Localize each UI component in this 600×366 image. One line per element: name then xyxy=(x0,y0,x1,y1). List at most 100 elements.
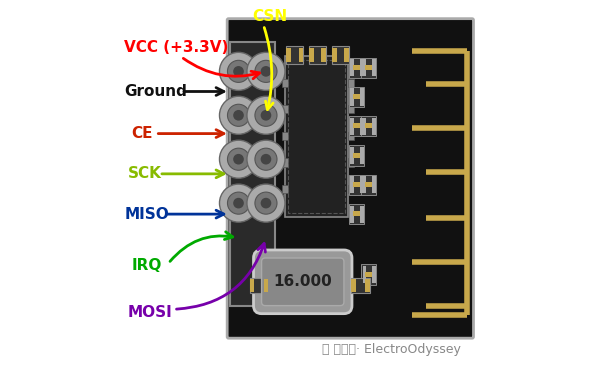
Bar xyxy=(353,94,360,99)
Bar xyxy=(349,185,354,193)
Bar xyxy=(349,87,364,107)
Circle shape xyxy=(233,198,244,209)
Circle shape xyxy=(260,154,271,165)
Bar xyxy=(365,65,373,70)
Circle shape xyxy=(233,154,244,165)
Circle shape xyxy=(255,104,277,126)
Bar xyxy=(350,176,354,193)
Bar xyxy=(321,48,326,62)
Circle shape xyxy=(227,104,250,126)
Bar xyxy=(362,59,366,76)
Bar xyxy=(230,42,275,306)
Bar xyxy=(349,79,354,87)
Bar xyxy=(365,182,373,187)
Circle shape xyxy=(247,140,285,178)
Bar xyxy=(349,145,364,165)
Bar xyxy=(361,175,376,195)
Text: 🍀 公众号· ElectroOdyssey: 🍀 公众号· ElectroOdyssey xyxy=(322,343,461,356)
FancyBboxPatch shape xyxy=(227,19,473,338)
Bar xyxy=(362,266,366,283)
Text: CSN: CSN xyxy=(253,9,287,24)
Bar xyxy=(353,65,360,70)
Bar xyxy=(299,48,303,62)
Bar xyxy=(286,46,303,64)
Bar xyxy=(349,175,364,195)
Bar xyxy=(349,57,364,78)
Bar xyxy=(365,279,370,292)
Text: Ground: Ground xyxy=(124,84,187,99)
Circle shape xyxy=(260,66,271,77)
Bar xyxy=(373,176,376,193)
Circle shape xyxy=(255,60,277,82)
Bar xyxy=(353,182,360,187)
Text: MISO: MISO xyxy=(124,207,169,221)
Bar xyxy=(353,211,360,216)
Bar xyxy=(349,105,354,113)
Circle shape xyxy=(255,192,277,214)
Bar xyxy=(361,57,376,78)
Circle shape xyxy=(247,52,285,90)
Bar xyxy=(360,176,364,193)
Text: SCK: SCK xyxy=(128,167,162,181)
FancyBboxPatch shape xyxy=(254,250,352,314)
Bar xyxy=(264,279,268,292)
Bar xyxy=(250,279,254,292)
Bar xyxy=(309,48,314,62)
Text: 16.000: 16.000 xyxy=(274,274,332,289)
Bar xyxy=(373,118,376,135)
Bar xyxy=(349,158,354,167)
Bar xyxy=(350,147,354,164)
Text: MOSI: MOSI xyxy=(128,306,173,320)
Bar xyxy=(344,48,349,62)
Bar xyxy=(332,46,349,64)
Bar xyxy=(361,116,376,136)
Bar xyxy=(283,79,288,87)
Bar xyxy=(349,116,364,136)
Circle shape xyxy=(255,148,277,170)
Bar xyxy=(351,279,356,292)
Bar xyxy=(283,158,288,167)
Bar xyxy=(362,118,366,135)
Bar xyxy=(361,264,376,285)
Bar xyxy=(250,278,268,293)
Circle shape xyxy=(227,60,250,82)
Bar xyxy=(373,59,376,76)
Circle shape xyxy=(220,52,257,90)
Circle shape xyxy=(247,96,285,134)
Circle shape xyxy=(233,110,244,121)
FancyBboxPatch shape xyxy=(284,56,349,217)
Bar xyxy=(353,153,360,158)
Bar xyxy=(360,89,364,105)
Text: VCC (+3.3V): VCC (+3.3V) xyxy=(124,40,229,55)
Circle shape xyxy=(233,66,244,77)
Circle shape xyxy=(220,140,257,178)
Bar xyxy=(349,132,354,140)
Circle shape xyxy=(247,184,285,222)
Bar xyxy=(286,48,291,62)
Bar xyxy=(360,205,364,223)
Bar xyxy=(350,118,354,135)
Circle shape xyxy=(260,110,271,121)
Bar xyxy=(360,147,364,164)
Bar xyxy=(283,105,288,113)
Bar xyxy=(350,59,354,76)
Circle shape xyxy=(220,96,257,134)
Bar xyxy=(309,46,326,64)
Circle shape xyxy=(220,184,257,222)
Bar xyxy=(283,185,288,193)
Text: IRQ: IRQ xyxy=(131,258,162,273)
Bar xyxy=(349,204,364,224)
Bar xyxy=(360,118,364,135)
Bar xyxy=(365,123,373,128)
Text: CE: CE xyxy=(131,126,153,141)
Bar xyxy=(332,48,337,62)
Bar xyxy=(351,278,370,293)
Bar xyxy=(362,176,366,193)
Bar xyxy=(350,89,354,105)
Bar xyxy=(350,205,354,223)
Bar xyxy=(353,123,360,128)
Bar xyxy=(373,266,376,283)
Bar xyxy=(283,132,288,140)
Bar xyxy=(365,272,373,277)
FancyBboxPatch shape xyxy=(262,258,344,306)
